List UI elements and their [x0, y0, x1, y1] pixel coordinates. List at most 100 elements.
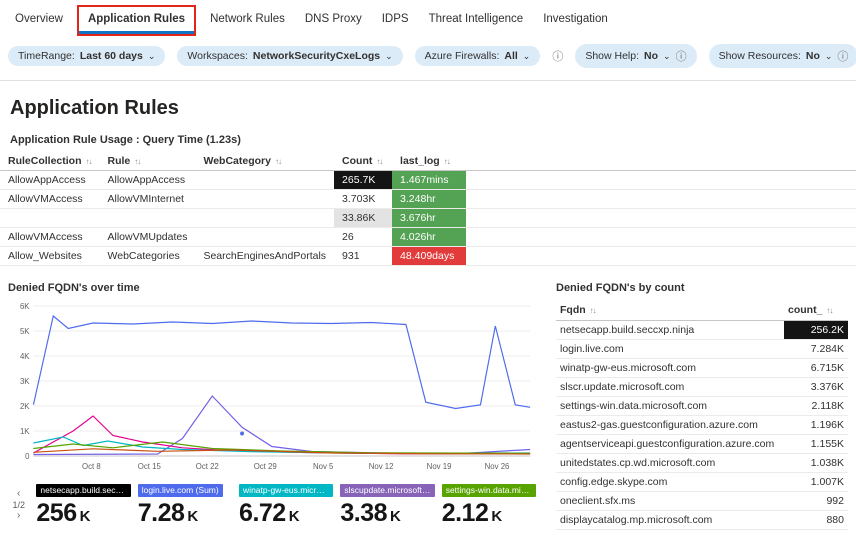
table-row[interactable]: AllowAppAccess AllowAppAccess 265.7K 1.467m… — [0, 170, 856, 190]
filler-cell — [466, 208, 856, 228]
last-log-cell: 3.248hr — [392, 189, 467, 209]
show-resources-value: No — [805, 50, 820, 62]
table-row[interactable]: unitedstates.cp.wd.microsoft.com 1.038K — [556, 453, 848, 473]
tab-threat-intelligence[interactable]: Threat Intelligence — [428, 13, 524, 25]
table-row[interactable]: slscr.update.microsoft.com 3.376K — [556, 377, 848, 397]
tile-value: 3.38 K — [340, 499, 401, 527]
y-axis-tick-label: 2K — [20, 402, 30, 411]
chevron-down-icon: ⌄ — [824, 50, 833, 61]
fqdn-table-body: netsecapp.build.seccxp.ninja 256.2K login.… — [556, 320, 848, 530]
count-cell: 1.007K — [784, 472, 848, 492]
tab-dns-proxy[interactable]: DNS Proxy — [304, 13, 362, 25]
column-header-count[interactable]: Count ↑↓ — [334, 152, 393, 171]
chart-line-settings-win-data-microsoft-com — [33, 441, 531, 454]
count-cell: 7.284K — [784, 339, 848, 359]
chevron-down-icon: ⌄ — [522, 50, 531, 61]
count-cell: 1.196K — [784, 415, 848, 435]
column-label: last_log — [400, 155, 440, 167]
filler-cell — [466, 189, 856, 209]
tab-network-rules[interactable]: Network Rules — [210, 13, 285, 25]
sort-icon[interactable]: ↑↓ — [589, 306, 597, 315]
denied-fqdn-by-count-panel: Denied FQDN's by count Fqdn ↑↓ count_ ↑↓ n… — [556, 282, 848, 530]
pager-prev-icon[interactable]: ‹ — [17, 488, 21, 500]
tile-value: 2.12 K — [441, 499, 503, 527]
azure-firewalls-dropdown[interactable]: Azure Firewalls: All ⌄ — [414, 46, 541, 66]
web-category-cell — [195, 189, 335, 209]
table-row[interactable]: login.live.com 7.284K — [556, 339, 848, 359]
info-icon[interactable]: ⓘ — [675, 51, 687, 63]
tile-label: slscupdate.microsoft.co... — [340, 484, 435, 497]
table-row[interactable]: AllowVMAccess AllowVMUpdates 26 4.026hr — [0, 227, 856, 247]
table-row[interactable]: eastus2-gas.guestconfiguration.azure.com… — [556, 415, 848, 435]
y-axis-tick-label: 4K — [20, 352, 30, 361]
time-range-dropdown[interactable]: TimeRange: Last 60 days ⌄ — [8, 46, 166, 66]
table-header-row: RuleCollection ↑↓ Rule ↑↓ WebCategory ↑↓ Co… — [0, 152, 856, 171]
metric-tile[interactable]: login.live.com (Sum) 7.28 K — [137, 484, 232, 527]
fqdn-cell: slscr.update.microsoft.com — [556, 377, 784, 397]
count-cell: 1.155K — [784, 434, 848, 454]
count-cell: 1.038K — [784, 453, 848, 473]
chevron-down-icon: ⌄ — [663, 50, 671, 61]
sort-icon[interactable]: ↑↓ — [376, 157, 383, 166]
count-cell: 6.715K — [784, 358, 848, 378]
x-axis-tick-label: Nov 19 — [427, 462, 452, 471]
tab-overview[interactable]: Overview — [15, 13, 63, 25]
table-row[interactable]: netsecapp.build.seccxp.ninja 256.2K — [556, 320, 848, 340]
column-label: Fqdn — [560, 304, 586, 316]
column-header-rule[interactable]: Rule ↑↓ — [99, 152, 196, 171]
tab-investigation[interactable]: Investigation — [543, 13, 608, 25]
column-header-rulecollection[interactable]: RuleCollection ↑↓ — [0, 152, 100, 171]
pager-next-icon[interactable]: › — [17, 510, 21, 522]
table-row[interactable]: 33.86K 3.676hr — [0, 208, 856, 228]
x-axis-tick-label: Oct 15 — [138, 462, 162, 471]
metric-tile[interactable]: settings-win.data.micros... 2.12 K — [441, 484, 537, 527]
info-icon[interactable]: ⓘ — [837, 51, 849, 63]
table-row[interactable]: agentserviceapi.guestconfiguration.azure… — [556, 434, 848, 454]
table-row[interactable]: settings-win.data.microsoft.com 2.118K — [556, 396, 848, 416]
count-cell: 3.703K — [334, 189, 393, 209]
sort-icon[interactable]: ↑↓ — [85, 157, 93, 166]
x-axis-tick-label: Oct 29 — [254, 462, 278, 471]
y-axis-tick-label: 6K — [20, 302, 30, 311]
sort-icon[interactable]: ↑↓ — [443, 157, 451, 166]
table-row[interactable]: AllowVMAccess AllowVMInternet 3.703K 3.248h… — [0, 189, 856, 209]
count-cell: 931 — [334, 246, 393, 266]
time-range-label: TimeRange: — [18, 50, 75, 62]
fqdn-cell: login.live.com — [556, 339, 784, 359]
column-label: RuleCollection — [8, 155, 82, 167]
info-icon[interactable]: ⓘ — [552, 51, 564, 63]
column-header-webcategory[interactable]: WebCategory ↑↓ — [195, 152, 335, 171]
rule-cell: AllowVMUpdates — [99, 227, 196, 247]
count-cell: 26 — [334, 227, 393, 247]
tiles-row: ‹ 1/2 › netsecapp.build.seccxp.ni... 256K… — [8, 484, 537, 527]
metric-tile[interactable]: winatp-gw-eus.microsoft... 6.72 K — [239, 484, 334, 526]
sort-icon[interactable]: ↑↓ — [826, 306, 833, 315]
column-header-fqdn[interactable]: Fqdn ↑↓ — [556, 300, 784, 321]
column-header-count[interactable]: count_ ↑↓ — [784, 300, 848, 321]
count-cell: 265.7K — [334, 170, 393, 190]
show-resources-dropdown[interactable]: Show Resources: No ⌄ ⓘ — [708, 44, 856, 68]
tile-value: 7.28 K — [137, 499, 199, 527]
tab-application-rules[interactable]: Application Rules — [78, 7, 195, 34]
tab-idps[interactable]: IDPS — [381, 13, 409, 25]
tile-label: settings-win.data.micros... — [441, 484, 537, 497]
last-log-cell: 4.026hr — [392, 227, 467, 247]
metric-tile[interactable]: slscupdate.microsoft.co... 3.38 K — [340, 484, 435, 527]
workspaces-value: NetworkSecurityCxeLogs — [252, 50, 381, 62]
table-row[interactable]: winatp-gw-eus.microsoft.com 6.715K — [556, 358, 848, 378]
fqdn-cell: unitedstates.cp.wd.microsoft.com — [556, 453, 784, 473]
sort-icon[interactable]: ↑↓ — [274, 157, 282, 166]
y-axis-tick-label: 3K — [20, 377, 30, 386]
show-help-dropdown[interactable]: Show Help: No ⌄ ⓘ — [575, 44, 697, 68]
chart-title: Denied FQDN's over time — [8, 282, 140, 294]
table-row[interactable]: displaycatalog.mp.microsoft.com 880 — [556, 510, 848, 530]
sort-icon[interactable]: ↑↓ — [134, 157, 141, 166]
azure-firewalls-label: Azure Firewalls: — [424, 50, 500, 62]
column-header-last-log[interactable]: last_log ↑↓ — [392, 152, 467, 171]
table-row[interactable]: oneclient.sfx.ms 992 — [556, 491, 848, 511]
table-row[interactable]: config.edge.skype.com 1.007K — [556, 472, 848, 492]
table-row[interactable]: Allow_Websites WebCategories SearchEngines… — [0, 246, 856, 266]
workspaces-dropdown[interactable]: Workspaces: NetworkSecurityCxeLogs ⌄ — [177, 46, 403, 66]
page-title: Application Rules — [10, 97, 179, 119]
